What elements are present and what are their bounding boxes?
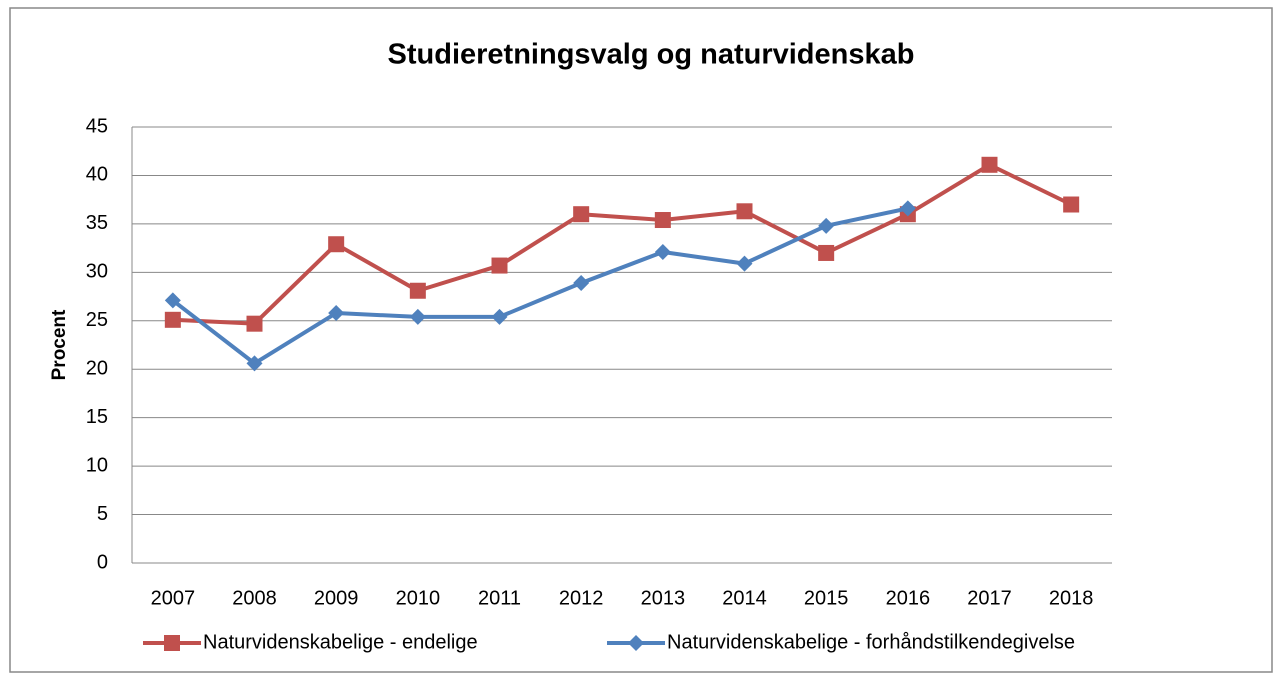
- x-tick-label: 2012: [559, 587, 604, 609]
- marker: [409, 308, 426, 325]
- marker: [818, 217, 835, 234]
- x-tick-label: 2018: [1049, 587, 1094, 609]
- series-line: [171, 206, 909, 366]
- y-axis-label: Procent: [49, 309, 70, 380]
- x-tick-label: 2007: [151, 587, 196, 609]
- y-tick-label: 30: [86, 261, 108, 283]
- marker: [491, 257, 508, 274]
- y-tick-label: 20: [86, 358, 108, 380]
- marker: [328, 305, 345, 322]
- marker: [654, 212, 671, 229]
- marker: [654, 243, 671, 260]
- chart-border: [9, 7, 1273, 673]
- y-tick-label: 25: [86, 309, 108, 331]
- y-tick-label: 45: [86, 115, 108, 137]
- marker: [246, 355, 263, 372]
- marker: [736, 203, 753, 220]
- marker: [899, 200, 916, 217]
- x-tick-label: 2008: [232, 587, 277, 609]
- series-line: [172, 162, 1073, 326]
- marker: [164, 635, 180, 651]
- y-tick-label: 40: [86, 164, 108, 186]
- x-tick-label: 2013: [641, 587, 686, 609]
- legend-label: Naturvidenskabelige - forhåndstilkendegi…: [667, 631, 1075, 653]
- y-tick-label: 15: [86, 406, 108, 428]
- marker: [573, 206, 590, 223]
- legend-label: Naturvidenskabelige - endelige: [203, 631, 478, 653]
- x-tick-label: 2014: [722, 587, 767, 609]
- marker: [164, 292, 181, 309]
- marker: [573, 274, 590, 291]
- marker: [981, 156, 998, 173]
- x-tick-label: 2010: [396, 587, 441, 609]
- marker: [328, 236, 345, 253]
- x-tick-label: 2015: [804, 587, 849, 609]
- y-tick-label: 5: [97, 503, 108, 525]
- marker: [736, 255, 753, 272]
- y-tick-label: 35: [86, 212, 108, 234]
- y-tick-label: 10: [86, 454, 108, 476]
- x-tick-label: 2011: [478, 587, 521, 609]
- marker: [246, 315, 263, 332]
- x-tick-label: 2017: [967, 587, 1012, 609]
- marker: [1063, 196, 1080, 213]
- marker: [409, 282, 426, 299]
- x-tick-label: 2016: [886, 587, 931, 609]
- marker: [818, 244, 835, 261]
- chart-title: Studieretningsvalg og naturvidenskab: [388, 39, 915, 71]
- marker: [164, 311, 181, 328]
- y-tick-label: 0: [97, 551, 108, 573]
- marker: [491, 308, 508, 325]
- marker: [628, 635, 644, 651]
- x-tick-label: 2009: [314, 587, 359, 609]
